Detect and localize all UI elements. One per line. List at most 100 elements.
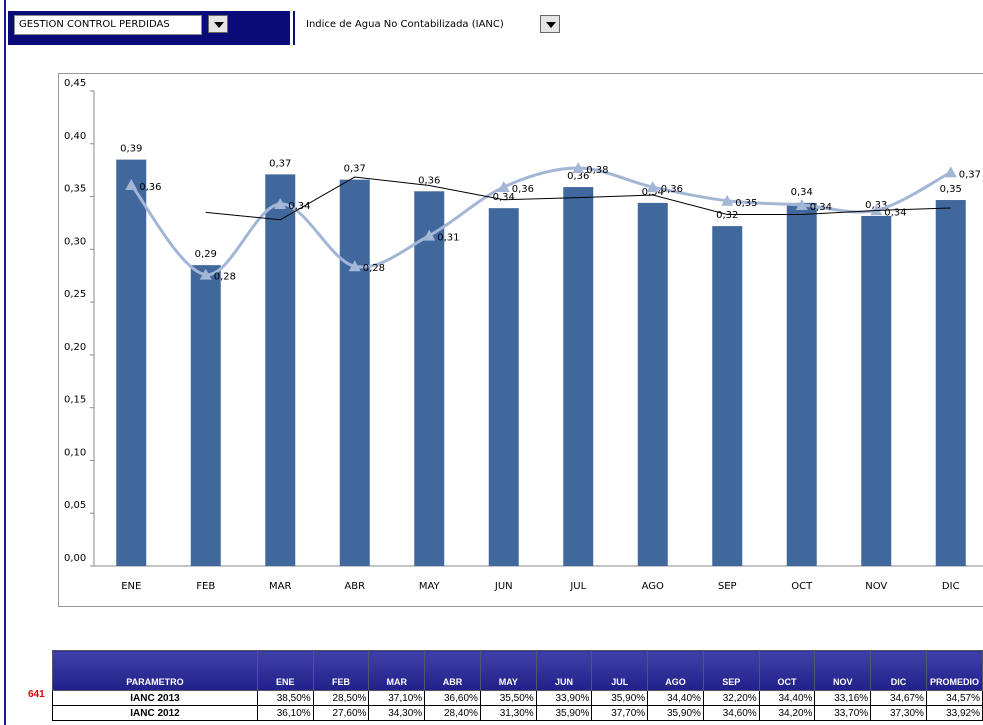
- table-cell: 36,10%: [256, 705, 314, 721]
- marker: [497, 181, 510, 193]
- bar: [786, 202, 817, 566]
- dropdown-button[interactable]: [208, 15, 228, 33]
- column-header: FEB: [312, 650, 370, 691]
- table-cell: 36,60%: [424, 690, 481, 706]
- y-tick-label: 0,35: [64, 184, 86, 195]
- column-header: MAR: [368, 650, 426, 691]
- table-cell: 35,50%: [479, 690, 537, 706]
- dropdown-text: Indice de Agua No Contabilizada (IANC): [301, 15, 523, 35]
- table-cell: 33,90%: [535, 690, 593, 706]
- data-label: 0,34: [493, 192, 515, 203]
- table-cell: 34,30%: [368, 705, 426, 721]
- table-cell: IANC 2013: [52, 690, 258, 706]
- y-tick-label: 0,30: [64, 236, 86, 247]
- column-header: AGO: [647, 650, 704, 691]
- y-tick-label: 0,25: [64, 289, 86, 300]
- y-tick-label: 0,40: [64, 131, 86, 142]
- data-label: 0,34: [288, 201, 310, 212]
- table-cell: 32,20%: [702, 690, 760, 706]
- y-tick-label: 0,05: [64, 500, 86, 511]
- data-label: 0,36: [661, 184, 683, 195]
- y-tick-label: 0,10: [64, 447, 86, 458]
- header-row: PARAMETRO ENE FEB MAR ABR MAY JUN JUL AGO SEP OCT N…: [52, 650, 983, 691]
- column-header: OCT: [758, 650, 816, 691]
- column-header: NOV: [814, 650, 872, 691]
- data-label: 0,36: [512, 184, 534, 195]
- marker: [348, 260, 361, 272]
- data-label: 0,37: [269, 158, 291, 169]
- x-tick-label: SEP: [718, 581, 737, 592]
- bar: [190, 265, 221, 566]
- data-label: 0,36: [418, 175, 440, 186]
- dropdown[interactable]: Indice de Agua No Contabilizada (IANC): [293, 11, 571, 45]
- table-cell: 34,57%: [925, 690, 983, 706]
- x-tick-label: JUN: [494, 581, 513, 592]
- bar: [563, 187, 594, 567]
- data-label: 0,34: [810, 202, 832, 213]
- column-header: JUL: [591, 650, 649, 691]
- bar: [712, 226, 743, 566]
- data-label: 0,39: [120, 144, 142, 155]
- data-table: PARAMETRO ENE FEB MAR ABR MAY JUN JUL AGO SEP OCT N…: [52, 650, 983, 721]
- x-tick-label: AGO: [642, 581, 664, 592]
- bar: [414, 191, 445, 566]
- table-cell: IANC 2012: [52, 705, 258, 721]
- x-tick-label: NOV: [865, 581, 887, 592]
- table-cell: 33,92%: [925, 705, 983, 721]
- x-tick-label: OCT: [791, 581, 813, 592]
- table-row: IANC 2012 36,10% 27,60% 34,30% 28,40% 31,30% 3…: [52, 705, 983, 721]
- column-header: DIC: [870, 650, 927, 691]
- table-cell: 38,50%: [256, 690, 314, 706]
- table-cell: 31,30%: [479, 705, 537, 721]
- marker: [572, 162, 585, 174]
- marker: [646, 181, 659, 193]
- data-label: 0,32: [716, 210, 738, 221]
- table-cell: 34,40%: [758, 690, 816, 706]
- x-tick-label: DIC: [942, 581, 960, 592]
- data-label: 0,37: [959, 169, 981, 180]
- x-tick-label: FEB: [196, 581, 215, 592]
- x-tick-label: ENE: [121, 581, 141, 592]
- data-label: 0,37: [344, 164, 366, 175]
- dropdown-text: GESTION CONTROL PERDIDAS: [14, 15, 202, 35]
- data-label: 0,28: [214, 272, 236, 283]
- data-label: 0,29: [195, 249, 217, 260]
- table-cell: 33,16%: [814, 690, 872, 706]
- marker: [199, 268, 212, 280]
- data-label: 0,38: [586, 165, 608, 176]
- table-cell: 37,30%: [870, 705, 927, 721]
- y-tick-label: 0,20: [64, 342, 86, 353]
- table-cell: 37,10%: [368, 690, 426, 706]
- table-cell: 27,60%: [312, 705, 370, 721]
- bar: [637, 202, 668, 566]
- data-label: 0,36: [567, 171, 589, 182]
- bar: [265, 174, 296, 566]
- table-cell: 37,70%: [591, 705, 649, 721]
- column-header: PARAMETRO: [52, 650, 258, 691]
- y-tick-label: 0,45: [64, 78, 86, 89]
- column-header: ABR: [424, 650, 481, 691]
- table-cell: 35,90%: [591, 690, 649, 706]
- table-cell: 34,20%: [758, 705, 816, 721]
- data-label: 0,34: [642, 187, 664, 198]
- row-number: 641: [28, 689, 45, 700]
- bar: [339, 179, 370, 566]
- marker: [274, 197, 287, 209]
- data-label: 0,34: [791, 187, 813, 198]
- dropdown[interactable]: GESTION CONTROL PERDIDAS: [8, 11, 290, 45]
- y-tick-label: 0,15: [64, 395, 86, 406]
- table-cell: 28,40%: [424, 705, 481, 721]
- marker: [721, 194, 734, 206]
- data-label: 0,31: [437, 233, 459, 244]
- line: [205, 176, 951, 221]
- data-label: 0,35: [940, 184, 962, 195]
- bar: [861, 215, 892, 566]
- dropdown-button[interactable]: [540, 15, 560, 33]
- marker: [944, 166, 957, 178]
- table-row: IANC 2013 38,50% 28,50% 37,10% 36,60% 35,50% 3…: [52, 690, 983, 706]
- table-cell: 34,40%: [647, 690, 704, 706]
- x-tick-label: MAY: [419, 581, 441, 592]
- bar: [116, 159, 147, 566]
- table-cell: 33,70%: [814, 705, 872, 721]
- x-tick-label: MAR: [269, 581, 291, 592]
